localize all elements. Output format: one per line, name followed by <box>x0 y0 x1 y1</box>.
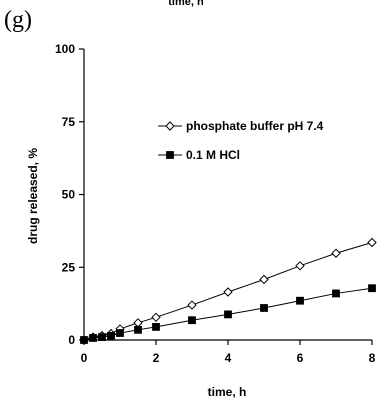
data-point-square <box>166 151 174 159</box>
data-point-square <box>116 329 124 337</box>
data-point-square <box>368 284 376 293</box>
legend-label: phosphate buffer pH 7.4 <box>186 119 324 133</box>
data-point-diamond <box>133 318 143 328</box>
series-0 <box>79 237 377 345</box>
data-point-square <box>188 316 196 325</box>
data-point-square <box>332 289 340 298</box>
data-point-square <box>152 323 160 331</box>
axes: 0 25 50 75 100 0 2 4 6 8 <box>55 42 376 365</box>
data-point-diamond <box>223 287 233 297</box>
data-point-square <box>107 332 115 340</box>
y-tick-label: 100 <box>55 42 75 56</box>
legend-entry-0: phosphate buffer pH 7.4 <box>158 119 324 133</box>
series-layer <box>79 237 377 345</box>
data-point-diamond <box>151 312 161 323</box>
y-tick-label: 75 <box>62 115 76 129</box>
data-point-diamond <box>367 237 377 248</box>
x-axis-title: time, h <box>208 385 247 399</box>
data-point-diamond <box>165 121 175 131</box>
y-tick-label: 0 <box>68 333 75 347</box>
y-tick-label: 50 <box>62 188 76 202</box>
x-tick-label: 4 <box>225 351 232 365</box>
data-point-diamond <box>295 261 305 271</box>
y-axis-title: drug released, % <box>26 148 40 244</box>
x-tick-label: 0 <box>81 351 88 365</box>
data-point-square <box>89 334 97 342</box>
data-point-square <box>296 296 304 305</box>
data-point-square <box>224 310 232 319</box>
series-1 <box>80 284 376 344</box>
x-tick-label: 6 <box>297 351 304 365</box>
legend-entry-1: 0.1 M HCl <box>158 148 240 162</box>
data-point-diamond <box>187 300 197 310</box>
legend-label: 0.1 M HCl <box>186 148 240 162</box>
x-tick-label: 8 <box>369 351 376 365</box>
x-tick-label: 2 <box>153 351 160 365</box>
data-point-square <box>80 336 88 344</box>
cut-off-axis-title: time, h <box>168 0 204 8</box>
legend: phosphate buffer pH 7.4 0.1 M HCl <box>158 119 324 162</box>
data-point-diamond <box>259 274 269 285</box>
y-tick-label: 25 <box>62 260 76 274</box>
panel-label: (g) <box>4 7 32 33</box>
data-point-diamond <box>331 248 341 258</box>
data-point-square <box>98 333 106 341</box>
data-point-square <box>134 325 142 334</box>
data-point-square <box>260 304 268 312</box>
